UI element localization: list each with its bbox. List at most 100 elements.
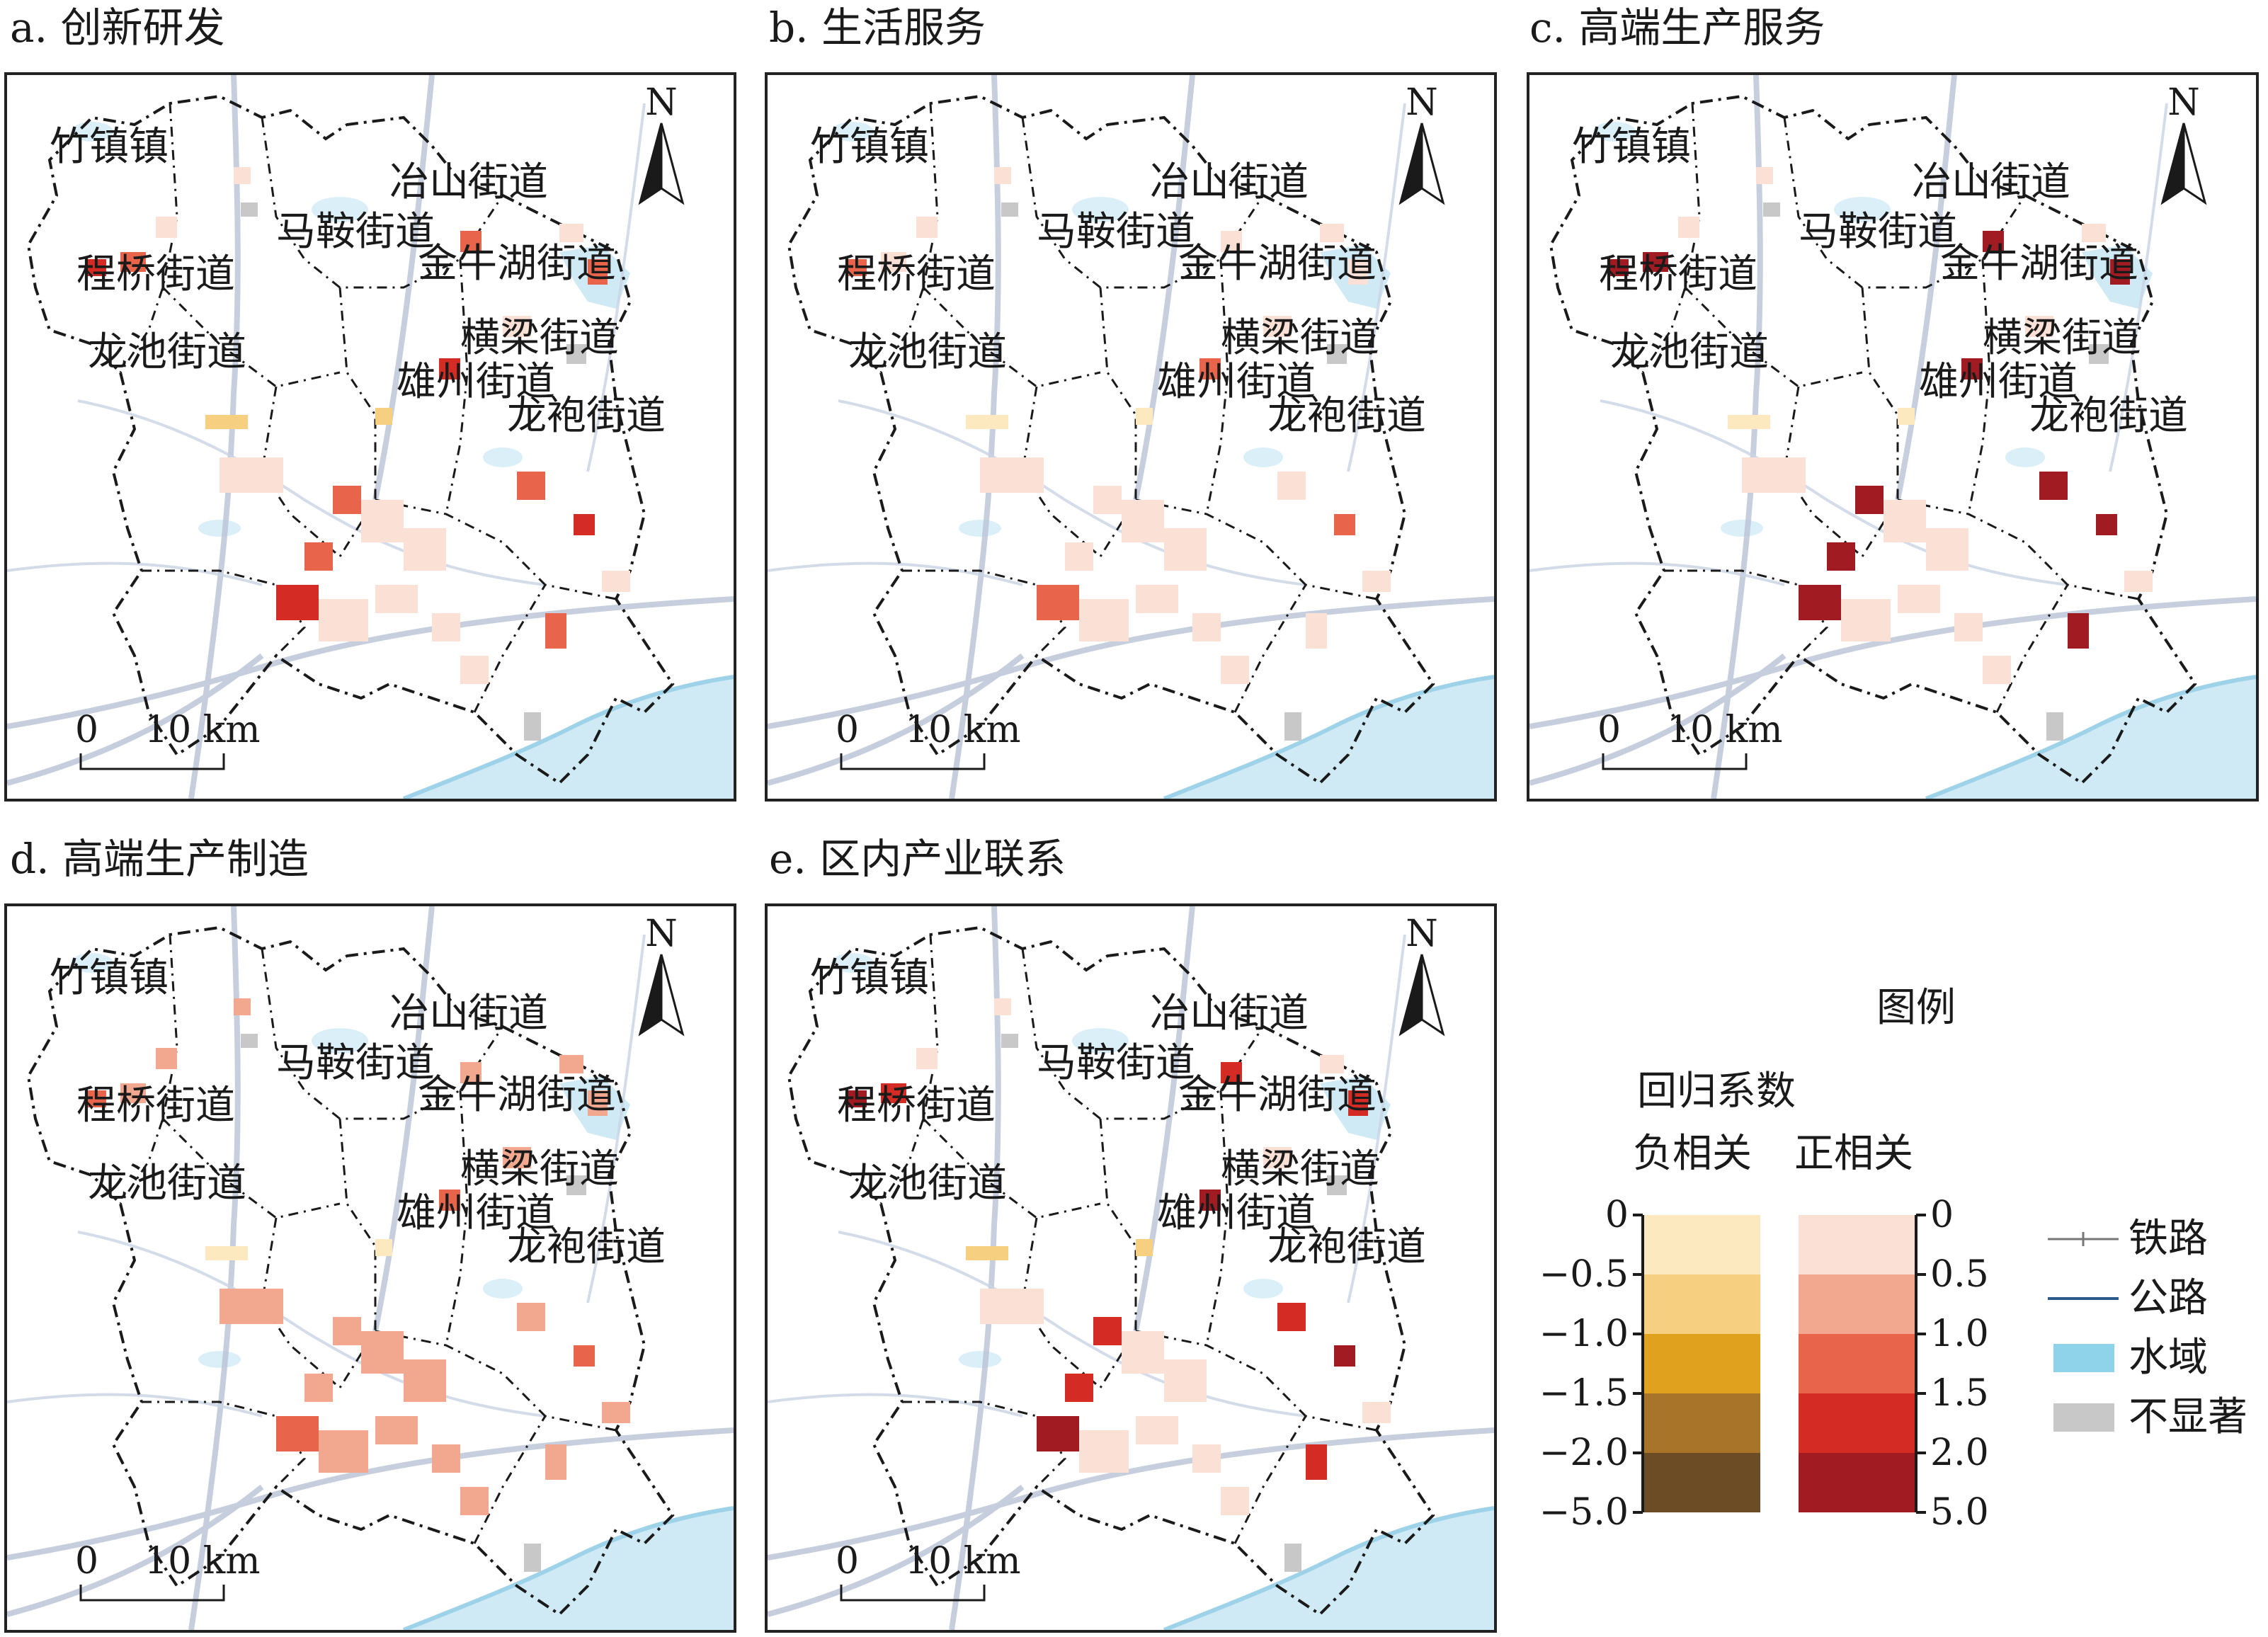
legend-positive-band-0 (1799, 1215, 1915, 1274)
label-jinniuhu: 金牛湖街道 (1178, 1072, 1377, 1118)
svg-text:0: 0 (75, 1540, 98, 1582)
panel-title-b: b. 生活服务 (769, 4, 986, 52)
legend-negative-tick: −2.0 (1539, 1432, 1629, 1474)
label-longpao: 龙袍街道 (507, 393, 666, 439)
label-maan: 马鞍街道 (276, 1040, 435, 1086)
legend-negative-tick: 0 (1605, 1194, 1629, 1236)
map-panel-d: 竹镇镇 冶山街道 马鞍街道 金牛湖街道 程桥街道 横梁街道 龙池街道 雄州街道 … (4, 903, 736, 1633)
map-panel-a: 竹镇镇 冶山街道 马鞍街道 金牛湖街道 程桥街道 横梁街道 龙池街道 雄州街道 … (4, 72, 736, 802)
legend-positive-label: 正相关 (1794, 1131, 1913, 1177)
label-yeshan: 冶山街道 (1150, 159, 1309, 205)
legend-subtitle: 回归系数 (1637, 1068, 1796, 1114)
label-zhuzhen: 竹镇镇 (810, 124, 929, 170)
district-boundary (26, 925, 675, 1616)
map-panel-b: 竹镇镇 冶山街道 马鞍街道 金牛湖街道 程桥街道 横梁街道 龙池街道 雄州街道 … (765, 72, 1497, 802)
label-maan: 马鞍街道 (276, 209, 435, 255)
label-chengqiao: 程桥街道 (76, 1083, 235, 1129)
svg-text:N: N (645, 913, 678, 955)
label-zhuzhen: 竹镇镇 (1572, 124, 1691, 170)
label-zhuzhen: 竹镇镇 (50, 955, 169, 1001)
label-hengliang: 横梁街道 (460, 1146, 619, 1192)
scale-bar: 0 10 km (836, 709, 1021, 770)
scale-bar: 0 10 km (1597, 709, 1783, 770)
svg-text:0: 0 (836, 709, 859, 751)
legend-positive-band-2 (1799, 1334, 1915, 1393)
north-arrow-icon: N (638, 913, 685, 1037)
panel-title-e: e. 区内产业联系 (769, 835, 1066, 883)
legend-positive-tick: 2.0 (1930, 1432, 1989, 1474)
district-boundary (1549, 94, 2197, 785)
svg-text:10 km: 10 km (144, 1540, 261, 1582)
legend-negative-tick: −1.5 (1539, 1372, 1629, 1415)
svg-text:10 km: 10 km (905, 709, 1021, 751)
label-longpao: 龙袍街道 (2029, 393, 2188, 439)
legend-negative-band-2 (1644, 1334, 1760, 1393)
label-maan: 马鞍街道 (1037, 209, 1195, 255)
legend-negative-band-3 (1644, 1393, 1760, 1453)
legend-negative-band-4 (1644, 1453, 1760, 1512)
svg-text:10 km: 10 km (905, 1540, 1021, 1582)
label-xiongzhou: 雄州街道 (397, 1190, 555, 1236)
label-zhuzhen: 竹镇镇 (50, 124, 169, 170)
legend-title: 图例 (1876, 985, 1956, 1031)
label-hengliang: 横梁街道 (460, 315, 619, 361)
legend-railway-label: 铁路 (2129, 1216, 2208, 1262)
legend-negative-band-0 (1644, 1215, 1760, 1274)
legend-negative-tick: −5.0 (1539, 1491, 1629, 1534)
panel-title-c: c. 高端生产服务 (1529, 4, 1825, 52)
legend-negative-label: 负相关 (1633, 1131, 1752, 1177)
label-jinniuhu: 金牛湖街道 (418, 241, 616, 287)
legend-negative-tick: −0.5 (1539, 1253, 1629, 1296)
panel-title-a: a. 创新研发 (10, 4, 225, 52)
legend-road-label: 公路 (2129, 1275, 2208, 1321)
legend-positive-tick: 1.5 (1930, 1372, 1989, 1415)
svg-text:10 km: 10 km (144, 709, 261, 751)
label-hengliang: 横梁街道 (1221, 1146, 1379, 1192)
legend-water-label: 水域 (2129, 1335, 2208, 1381)
legend-positive-tick: 5.0 (1930, 1491, 1989, 1534)
scale-bar: 0 10 km (75, 709, 261, 770)
railway-icon (2048, 1232, 2119, 1246)
svg-text:N: N (2167, 81, 2200, 124)
label-yeshan: 冶山街道 (1912, 159, 2070, 205)
label-jinniuhu: 金牛湖街道 (418, 1072, 616, 1118)
north-arrow-icon: N (2160, 81, 2207, 205)
label-yeshan: 冶山街道 (389, 159, 548, 205)
label-xiongzhou: 雄州街道 (397, 359, 555, 405)
label-xiongzhou: 雄州街道 (1157, 359, 1316, 405)
label-maan: 马鞍街道 (1037, 1040, 1195, 1086)
map-panel-c: 竹镇镇 冶山街道 马鞍街道 金牛湖街道 程桥街道 横梁街道 龙池街道 雄州街道 … (1527, 72, 2259, 802)
label-longchi: 龙池街道 (88, 329, 246, 375)
legend-insignificant-label: 不显著 (2129, 1394, 2247, 1440)
svg-text:10 km: 10 km (1667, 709, 1783, 751)
label-chengqiao: 程桥街道 (76, 251, 235, 297)
label-jinniuhu: 金牛湖街道 (1940, 241, 2138, 287)
svg-text:0: 0 (836, 1540, 859, 1582)
svg-text:N: N (1406, 913, 1438, 955)
legend-negative-band-1 (1644, 1274, 1760, 1334)
label-hengliang: 横梁街道 (1221, 315, 1379, 361)
label-chengqiao: 程桥街道 (1599, 251, 1757, 297)
legend-positive-tick: 0 (1930, 1194, 1954, 1236)
legend-positive-band-1 (1799, 1274, 1915, 1334)
label-longpao: 龙袍街道 (1267, 393, 1426, 439)
panel-title-d: d. 高端生产制造 (10, 835, 309, 883)
label-chengqiao: 程桥街道 (837, 251, 996, 297)
label-hengliang: 横梁街道 (1983, 315, 2141, 361)
legend-positive-band-4 (1799, 1453, 1915, 1512)
scale-bar: 0 10 km (836, 1540, 1021, 1602)
district-boundary (787, 925, 1435, 1616)
label-chengqiao: 程桥街道 (837, 1083, 996, 1129)
scale-bar: 0 10 km (75, 1540, 261, 1602)
label-yeshan: 冶山街道 (389, 991, 548, 1037)
svg-text:0: 0 (75, 709, 98, 751)
svg-text:N: N (1406, 81, 1438, 124)
map-panel-e: 竹镇镇 冶山街道 马鞍街道 金牛湖街道 程桥街道 横梁街道 龙池街道 雄州街道 … (765, 903, 1497, 1633)
coefficient-cells (845, 167, 1391, 741)
coefficient-cells (85, 167, 630, 741)
north-arrow-icon: N (1398, 913, 1445, 1037)
legend-negative-tick: −1.0 (1539, 1313, 1629, 1355)
label-xiongzhou: 雄州街道 (1919, 359, 2078, 405)
coefficient-cells (85, 998, 630, 1572)
label-longchi: 龙池街道 (848, 1160, 1007, 1207)
